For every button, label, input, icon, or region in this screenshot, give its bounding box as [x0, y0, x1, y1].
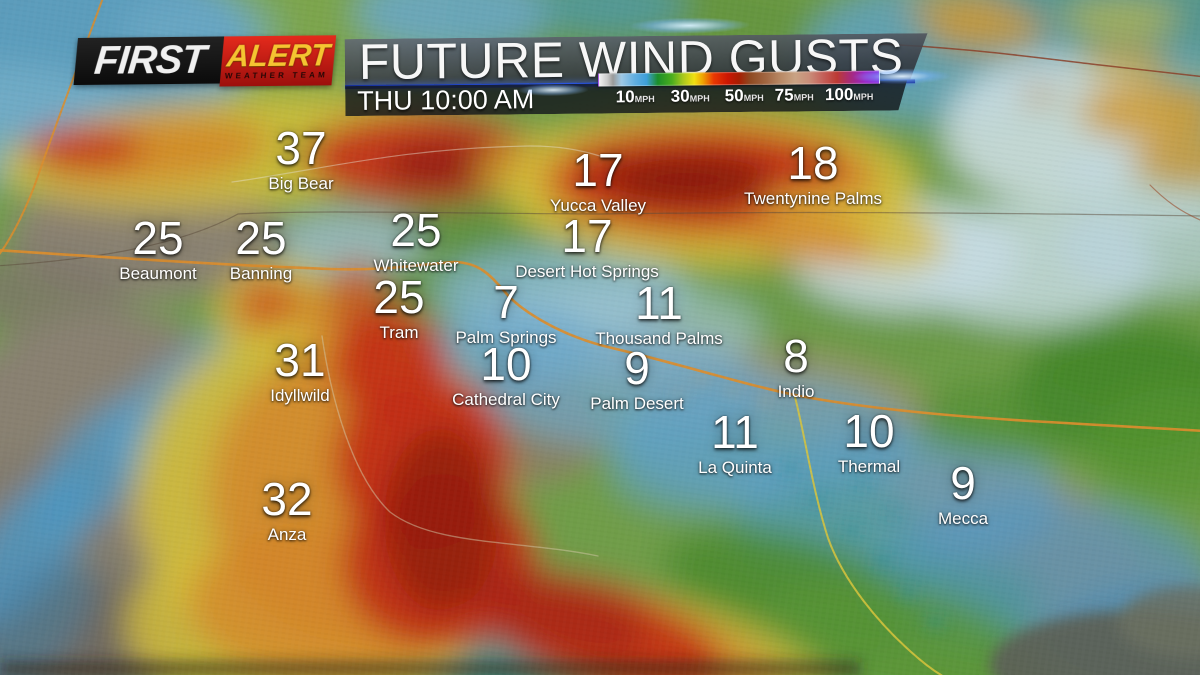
gust-value: 8	[783, 330, 809, 382]
city-name: Thermal	[837, 457, 901, 476]
station-label: 37 Big Bear	[268, 123, 333, 194]
gust-value: 18	[787, 137, 839, 189]
station-label: 10 Cathedral City	[452, 339, 560, 410]
gust-value: 11	[711, 406, 759, 458]
city-name: Tram	[379, 323, 419, 342]
city-name: La Quinta	[698, 458, 772, 477]
station-label: 9 Mecca	[938, 458, 988, 529]
gust-value: 17	[572, 144, 624, 196]
city-name: Whitewater	[373, 256, 459, 275]
gust-value: 10	[480, 338, 532, 390]
gust-value: 25	[132, 212, 184, 264]
gust-value: 25	[390, 204, 442, 256]
gust-value: 9	[624, 342, 650, 394]
logo-weather-team-text: WEATHER TEAM	[224, 70, 329, 81]
city-name: Anza	[267, 525, 307, 544]
gust-value: 11	[635, 277, 683, 329]
station-label: 25 Beaumont	[119, 213, 197, 284]
forecast-timestamp: THU 10:00 AM	[357, 84, 535, 117]
legend-tick: 30MPH	[670, 86, 710, 106]
station-label: 11 Thousand Palms	[595, 278, 723, 349]
station-label: 31 Idyllwild	[270, 335, 330, 406]
gust-value: 37	[275, 122, 327, 174]
gust-value: 25	[373, 271, 425, 323]
gust-value: 7	[493, 276, 519, 328]
gust-value: 25	[235, 212, 287, 264]
city-name: Desert Hot Springs	[515, 262, 659, 281]
city-name: Indio	[777, 382, 815, 401]
station-label: 10 Thermal	[838, 406, 900, 477]
logo-alert-text: ALERT	[225, 37, 332, 74]
legend-tick: 10MPH	[615, 87, 655, 107]
city-name: Mecca	[937, 509, 989, 528]
legend-tick-labels: 10MPH 30MPH 50MPH 75MPH 100MPH	[598, 85, 880, 110]
gust-value: 10	[843, 405, 895, 457]
station-label: 25 Whitewater	[373, 205, 458, 276]
wind-speed-legend: 10MPH 30MPH 50MPH 75MPH 100MPH	[597, 70, 881, 114]
station-label: 11 La Quinta	[698, 407, 772, 478]
legend-tick: 100MPH	[824, 84, 874, 105]
city-name: Yucca Valley	[549, 196, 647, 215]
city-name: Thousand Palms	[595, 329, 723, 348]
gust-value: 17	[561, 210, 613, 262]
logo-first-box: FIRST	[73, 36, 227, 86]
city-name: Twentynine Palms	[744, 189, 882, 208]
station-label: 25 Tram	[373, 272, 424, 343]
station-label: 9 Palm Desert	[590, 343, 684, 414]
legend-tick: 50MPH	[724, 86, 764, 106]
station-label: 25 Banning	[230, 213, 292, 284]
station-label: 17 Desert Hot Springs	[515, 211, 659, 282]
station-label: 32 Anza	[261, 474, 312, 545]
station-label: 17 Yucca Valley	[550, 145, 646, 216]
gust-value: 31	[274, 334, 326, 386]
logo-alert-box: ALERT WEATHER TEAM	[219, 35, 337, 87]
city-name: Banning	[229, 264, 293, 283]
city-name: Palm Springs	[455, 328, 557, 347]
city-name: Beaumont	[119, 264, 197, 283]
city-name: Palm Desert	[590, 394, 684, 413]
city-name: Big Bear	[268, 174, 334, 193]
gust-value: 32	[261, 473, 313, 525]
city-name: Idyllwild	[270, 386, 330, 405]
header-graphics: FIRST ALERT WEATHER TEAM FUTURE WIND GUS…	[73, 16, 953, 126]
first-alert-logo: FIRST ALERT WEATHER TEAM	[73, 35, 337, 88]
city-name: Cathedral City	[452, 390, 560, 409]
logo-first-text: FIRST	[92, 37, 208, 83]
station-label: 8 Indio	[778, 331, 815, 402]
legend-tick: 75MPH	[774, 85, 814, 105]
station-label: 7 Palm Springs	[455, 277, 556, 348]
station-label: 18 Twentynine Palms	[744, 138, 882, 209]
gust-value: 9	[950, 457, 976, 509]
